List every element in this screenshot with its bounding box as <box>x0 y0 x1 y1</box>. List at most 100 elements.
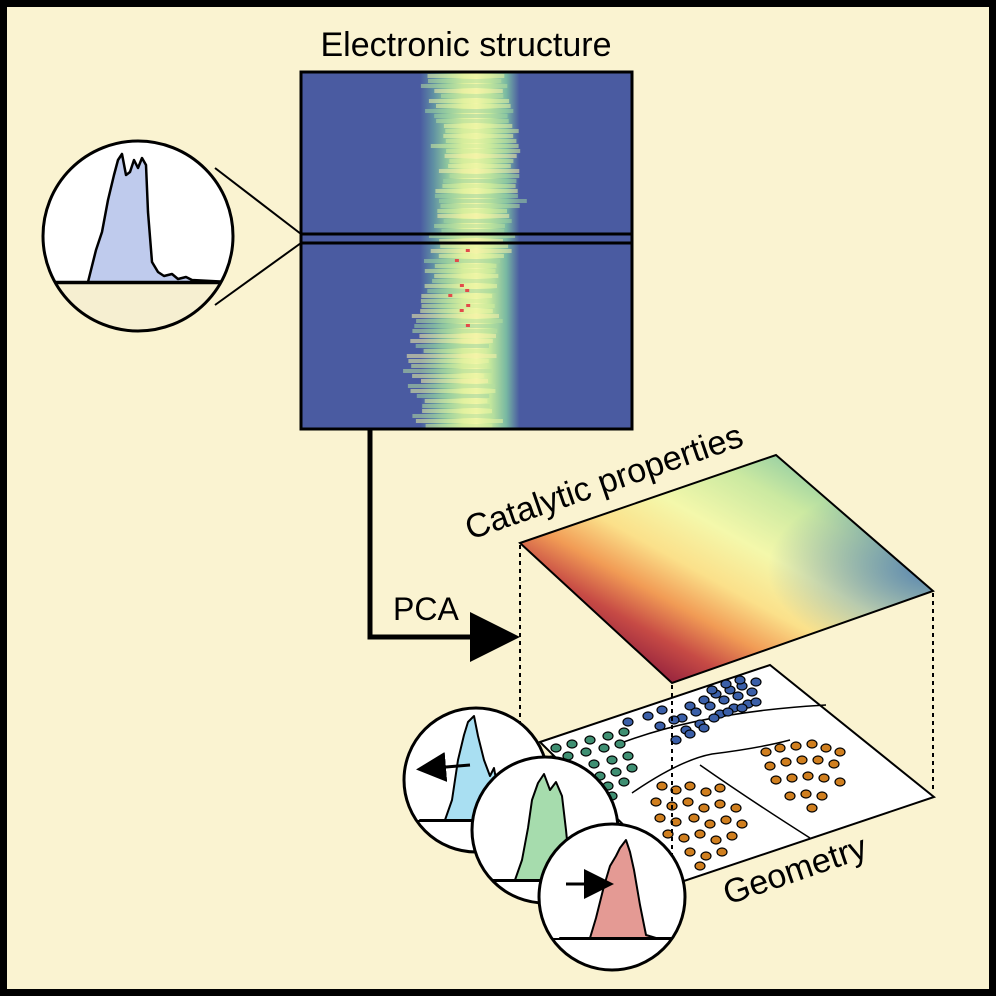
heatmap-streak <box>434 264 497 268</box>
heatmap-hot-spot <box>448 294 453 297</box>
heatmap-streak <box>406 354 497 358</box>
heatmap-streak <box>422 409 492 413</box>
cluster-point <box>710 835 722 845</box>
cluster-point <box>806 739 818 749</box>
cluster-point <box>656 705 668 715</box>
heatmap-streak <box>428 234 516 238</box>
cluster-point <box>786 773 798 783</box>
heatmap-streak <box>424 269 496 273</box>
cluster-point <box>684 701 696 711</box>
cluster-point <box>700 787 712 797</box>
cluster-point <box>618 777 630 787</box>
cluster-point <box>654 721 666 731</box>
heatmap-streak <box>435 189 518 193</box>
heatmap-streak <box>422 404 490 408</box>
heatmap-streak <box>407 384 496 388</box>
heatmap-streak <box>448 164 511 168</box>
cluster-point <box>694 861 706 871</box>
heatmap-streak <box>434 194 518 198</box>
heatmap-streak <box>445 139 517 143</box>
heatmap-selected-row <box>299 232 634 245</box>
cluster-point <box>736 819 748 829</box>
heatmap-streak <box>444 154 517 158</box>
heatmap-streak <box>427 74 505 78</box>
heatmap-streak <box>412 374 484 378</box>
heatmap-streak <box>442 184 516 188</box>
heatmap-streak <box>434 274 499 278</box>
heatmap-streak <box>436 119 509 123</box>
cluster-point <box>618 727 630 737</box>
cluster-point <box>670 735 682 745</box>
heatmap-streak <box>443 134 514 138</box>
cluster-point <box>688 813 700 823</box>
heatmap-streak <box>412 329 498 333</box>
cluster-point <box>704 819 716 829</box>
heatmap-streak <box>449 174 520 178</box>
heatmap-streak <box>445 129 519 133</box>
heatmap-streak <box>421 379 488 383</box>
cluster-point <box>812 755 824 765</box>
cluster-point <box>656 781 668 791</box>
cluster-point <box>790 741 802 751</box>
heatmap-streak <box>424 259 501 263</box>
cluster-point <box>816 791 828 801</box>
heatmap-streak <box>419 334 496 338</box>
heatmap-streak <box>420 309 493 313</box>
cluster-point <box>598 743 610 753</box>
cluster-point <box>734 675 746 685</box>
cluster-point <box>708 713 720 723</box>
cluster-point <box>746 687 758 697</box>
pca-arrow-icon <box>367 429 520 662</box>
cluster-point <box>802 771 814 781</box>
heatmap-streak <box>416 394 490 398</box>
cluster-point <box>714 783 726 793</box>
cluster-point <box>580 747 592 757</box>
cluster-point <box>642 711 654 721</box>
cluster-point <box>834 777 846 787</box>
cluster-point <box>566 739 578 749</box>
cluster-point <box>818 773 830 783</box>
heatmap-streak <box>420 299 487 303</box>
cluster-point <box>722 707 734 717</box>
cluster-point <box>800 789 812 799</box>
cluster-point <box>684 729 696 739</box>
cluster-point <box>678 833 690 843</box>
cluster-point <box>698 723 710 733</box>
heatmap-streak <box>425 109 514 113</box>
heatmap-hot-spot <box>454 259 459 262</box>
electronic-structure-heatmap <box>299 70 634 431</box>
zoom-line-bottom <box>214 242 302 306</box>
heatmap-streak <box>437 209 507 213</box>
cluster-point <box>700 851 712 861</box>
heatmap-streak <box>423 349 486 353</box>
heatmap-hot-spot <box>465 249 470 252</box>
cluster-point <box>732 691 744 701</box>
cluster-point <box>720 679 732 689</box>
heatmap-hot-spot <box>459 309 464 312</box>
projection-lines <box>519 545 934 878</box>
cluster-point <box>820 743 832 753</box>
cluster-point <box>704 701 716 711</box>
heatmap-streak <box>438 169 520 173</box>
cluster-point <box>668 715 680 725</box>
cluster-point <box>588 759 600 769</box>
cluster-point <box>774 743 786 753</box>
cluster-point <box>698 803 710 813</box>
heatmap-hot-spot <box>465 289 470 292</box>
heatmap-streak <box>420 84 508 88</box>
cluster-point <box>796 755 808 765</box>
cluster-point <box>760 747 772 757</box>
heatmap-streak <box>410 339 493 343</box>
cluster-point <box>650 797 662 807</box>
heatmap-streak <box>437 214 510 218</box>
cluster-point <box>684 781 696 791</box>
cluster-point <box>784 791 796 801</box>
heatmap-streak <box>443 124 513 128</box>
heatmap-streak <box>443 179 517 183</box>
heatmap-streak <box>415 419 503 423</box>
heatmap-streak <box>427 289 498 293</box>
cluster-point <box>834 747 846 757</box>
heatmap-streak <box>441 229 505 233</box>
heatmap-streak <box>421 304 495 308</box>
